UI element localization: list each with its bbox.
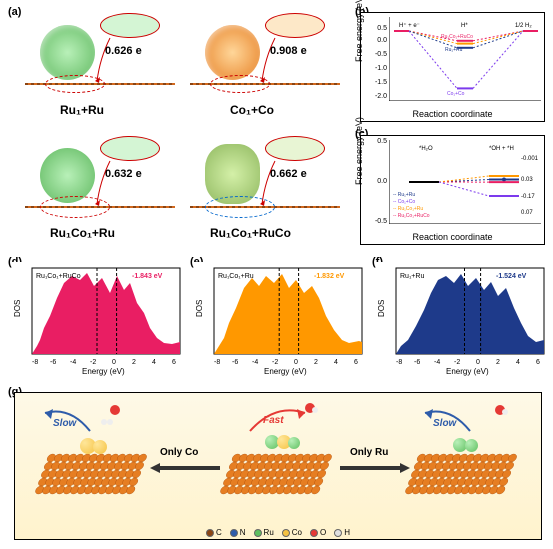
svg-text:4: 4 xyxy=(152,359,156,366)
svg-text:-2: -2 xyxy=(454,359,460,366)
svg-text:Ru₁+Ru: Ru₁+Ru xyxy=(445,47,463,53)
svg-text:DOS: DOS xyxy=(195,300,204,317)
only-co-arrow xyxy=(150,461,220,475)
svg-text:Energy (eV): Energy (eV) xyxy=(446,367,489,376)
svg-text:Co₁+Co: Co₁+Co xyxy=(447,91,465,97)
charge-rucoru: 0.632 e xyxy=(105,168,142,180)
charge-ru1ru: 0.626 e xyxy=(105,45,142,57)
lattice-left xyxy=(35,448,155,505)
svg-text:Ru₁+Ru: Ru₁+Ru xyxy=(400,273,424,280)
panel-c-chart: Free energy (eV) Reaction coordinate *H₂… xyxy=(360,135,545,245)
dos-e: Ru₁Co₁+Ru -1.832 eV -8 -6 -4 -2 0 2 4 6 Energy … xyxy=(194,262,366,377)
svg-text:Ru₁Co₁+Ru: Ru₁Co₁+Ru xyxy=(218,273,254,280)
svg-text:Ru₁Co₁+RuCo: Ru₁Co₁+RuCo xyxy=(441,34,473,40)
svg-text:H⁺ + e⁻: H⁺ + e⁻ xyxy=(399,22,420,29)
charge-rucoruco: 0.662 e xyxy=(270,168,307,180)
name-rucoruco: Ru₁Co₁+RuCo xyxy=(210,226,291,240)
svg-text:-8: -8 xyxy=(32,359,38,366)
svg-text:-0.001: -0.001 xyxy=(521,156,539,162)
dos-d: Ru₁Co₁+RuCo -1.843 eV -8 -6 -4 -2 0 2 4 6 Energ… xyxy=(12,262,184,377)
svg-text:Energy (eV): Energy (eV) xyxy=(82,367,125,376)
charge-co1co: 0.908 e xyxy=(270,45,307,57)
svg-text:-2: -2 xyxy=(272,359,278,366)
svg-text:-2: -2 xyxy=(90,359,96,366)
panel-b-plot: H⁺ + e⁻ H* 1/2 H₂ Ru₁Co₁+RuCo Ru₁+Ru Co₁… xyxy=(389,17,541,101)
cluster-rucoruco xyxy=(205,144,260,204)
lattice-mid xyxy=(220,448,340,505)
panel-g-legend: CNRuCoOH xyxy=(206,528,350,537)
svg-text:*OH + *H: *OH + *H xyxy=(489,146,514,152)
svg-text:-1.832 eV: -1.832 eV xyxy=(314,273,345,280)
panel-b-xlabel: Reaction coordinate xyxy=(412,109,492,119)
svg-text:-8: -8 xyxy=(214,359,220,366)
panel-c-ylabel: Free energy (eV) xyxy=(354,117,364,185)
only-co: Only Co xyxy=(160,447,198,458)
svg-text:DOS: DOS xyxy=(377,300,386,317)
svg-text:-4: -4 xyxy=(70,359,76,366)
svg-text:2: 2 xyxy=(132,359,136,366)
svg-text:-6: -6 xyxy=(50,359,56,366)
svg-text:-1.524 eV: -1.524 eV xyxy=(496,273,527,280)
svg-text:0: 0 xyxy=(294,359,298,366)
svg-text:-6: -6 xyxy=(414,359,420,366)
svg-text:6: 6 xyxy=(354,359,358,366)
svg-text:Energy (eV): Energy (eV) xyxy=(264,367,307,376)
cluster-rucoru xyxy=(40,148,95,203)
svg-text:2: 2 xyxy=(314,359,318,366)
svg-text:2: 2 xyxy=(496,359,500,366)
cluster-ru1ru xyxy=(40,25,95,80)
panel-b-ylabel: Free energy (eV) xyxy=(354,0,364,62)
svg-text:1/2 H₂: 1/2 H₂ xyxy=(515,23,532,29)
svg-text:*H₂O: *H₂O xyxy=(419,146,433,152)
svg-text:6: 6 xyxy=(172,359,176,366)
name-ru1ru: Ru₁+Ru xyxy=(60,103,104,117)
svg-text:-6: -6 xyxy=(232,359,238,366)
water-3 xyxy=(495,405,508,417)
svg-text:4: 4 xyxy=(516,359,520,366)
panel-c-xlabel: Reaction coordinate xyxy=(412,232,492,242)
panel-b-chart: Free energy (eV) Reaction coordinate H⁺ … xyxy=(360,12,545,122)
svg-text:-1.843 eV: -1.843 eV xyxy=(132,273,163,280)
svg-text:0: 0 xyxy=(112,359,116,366)
svg-text:4: 4 xyxy=(334,359,338,366)
svg-text:H*: H* xyxy=(461,23,468,29)
slow-2: Slow xyxy=(433,418,456,429)
svg-text:DOS: DOS xyxy=(13,300,22,317)
svg-text:0: 0 xyxy=(476,359,480,366)
svg-text:-4: -4 xyxy=(434,359,440,366)
only-ru: Only Ru xyxy=(350,447,388,458)
only-ru-arrow xyxy=(340,461,410,475)
svg-text:6: 6 xyxy=(536,359,540,366)
lattice-right xyxy=(405,448,525,505)
svg-text:0.07: 0.07 xyxy=(521,210,533,216)
svg-text:0.03: 0.03 xyxy=(521,177,533,183)
slow-1: Slow xyxy=(53,418,76,429)
svg-text:Ru₁Co₁+RuCo: Ru₁Co₁+RuCo xyxy=(36,273,81,280)
name-rucoru: Ru₁Co₁+Ru xyxy=(50,226,115,240)
cluster-co1co xyxy=(205,25,260,80)
fast: Fast xyxy=(263,415,284,426)
dos-f: Ru₁+Ru -1.524 eV -8 -6 -4 -2 0 2 4 6 Energy (eV… xyxy=(376,262,548,377)
svg-text:-4: -4 xyxy=(252,359,258,366)
svg-text:-0.17: -0.17 xyxy=(521,194,535,200)
svg-text:-8: -8 xyxy=(396,359,402,366)
name-co1co: Co₁+Co xyxy=(230,103,274,117)
panel-a: 0.626 e Ru₁+Ru 0.908 e Co₁+Co 0.632 e Ru… xyxy=(10,8,350,248)
panel-g: Slow Fast Slow Only Co Only Ru CNRuCoOH xyxy=(14,392,542,540)
